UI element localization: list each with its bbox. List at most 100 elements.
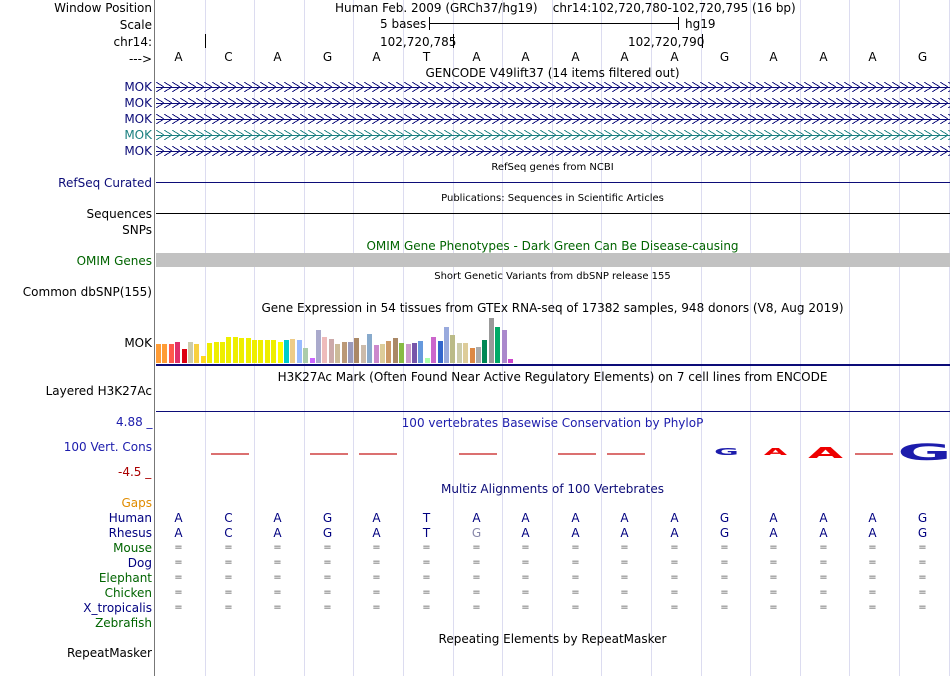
gtex-expression-bar[interactable] [482, 340, 487, 363]
gtex-expression-bar[interactable] [278, 342, 283, 363]
gtex-expression-bar[interactable] [175, 342, 180, 363]
species-label[interactable]: Mouse [113, 541, 152, 555]
gencode-track-label[interactable]: MOK [124, 96, 152, 110]
gtex-expression-bar[interactable] [329, 339, 334, 363]
gtex-expression-bar[interactable] [271, 340, 276, 363]
gtex-expression-bar[interactable] [348, 342, 353, 363]
gtex-expression-bar[interactable] [367, 334, 372, 363]
dbsnp-label[interactable]: Common dbSNP(155) [22, 285, 152, 299]
gtex-expression-bar[interactable] [502, 330, 507, 363]
gtex-expression-bar[interactable] [495, 327, 500, 363]
gridline [849, 0, 850, 676]
gtex-expression-bar[interactable] [316, 330, 321, 363]
refseq-label[interactable]: RefSeq Curated [58, 176, 152, 190]
gencode-track-label[interactable]: MOK [124, 128, 152, 142]
alignment-base: = [273, 587, 282, 598]
gtex-expression-bar[interactable] [412, 343, 417, 363]
species-label[interactable]: Rhesus [108, 526, 152, 540]
alignment-base: = [819, 602, 828, 613]
publications-snps-label[interactable]: SNPs [122, 223, 152, 237]
gtex-expression-bar[interactable] [470, 348, 475, 363]
gtex-expression-bar[interactable] [406, 344, 411, 363]
gtex-expression-bar[interactable] [156, 344, 161, 363]
gencode-track-label[interactable]: MOK [124, 112, 152, 126]
gtex-expression-bar[interactable] [354, 338, 359, 363]
gtex-expression-bar[interactable] [450, 335, 455, 363]
omim-label[interactable]: OMIM Genes [76, 254, 152, 268]
gtex-expression-bar[interactable] [463, 343, 468, 363]
gtex-expression-bar[interactable] [342, 342, 347, 363]
gtex-expression-bar[interactable] [310, 358, 315, 363]
species-label[interactable]: Zebrafish [95, 616, 152, 630]
publications-track-line[interactable] [156, 213, 950, 214]
gtex-expression-bar[interactable] [239, 338, 244, 363]
gencode-transcript-mok[interactable] [156, 114, 950, 124]
gtex-expression-bar[interactable] [182, 349, 187, 363]
gtex-expression-bar[interactable] [188, 342, 193, 363]
gtex-expression-bar[interactable] [214, 342, 219, 363]
alignment-base: = [868, 542, 877, 553]
gtex-expression-bar[interactable] [284, 340, 289, 363]
alignment-base: A [273, 526, 282, 540]
gtex-expression-bar[interactable] [335, 344, 340, 363]
gtex-expression-bar[interactable] [418, 341, 423, 363]
gtex-expression-bar[interactable] [233, 337, 238, 363]
gtex-expression-bar[interactable] [380, 344, 385, 363]
species-label[interactable]: X_tropicalis [83, 601, 152, 615]
gtex-expression-bar[interactable] [303, 348, 308, 363]
gtex-expression-bar[interactable] [322, 337, 327, 363]
species-label[interactable]: Elephant [98, 571, 152, 585]
omim-gene-block[interactable] [156, 253, 950, 267]
publications-sequences-label[interactable]: Sequences [86, 207, 152, 221]
species-label[interactable]: Chicken [104, 586, 152, 600]
gencode-track-label[interactable]: MOK [124, 144, 152, 158]
ruler-base: G [322, 50, 333, 64]
gtex-expression-bar[interactable] [252, 340, 257, 363]
repeatmasker-label[interactable]: RepeatMasker [66, 646, 152, 660]
gtex-expression-bar[interactable] [425, 358, 430, 363]
gtex-expression-bar[interactable] [246, 338, 251, 363]
alignment-base: = [372, 557, 381, 568]
gtex-expression-bar[interactable] [226, 337, 231, 363]
phylop-label[interactable]: 100 Vert. Cons [63, 440, 152, 454]
gtex-expression-bar[interactable] [489, 318, 494, 363]
gencode-transcript-mok[interactable] [156, 146, 950, 156]
gtex-expression-bars[interactable] [156, 316, 950, 363]
gtex-expression-bar[interactable] [444, 327, 449, 363]
gtex-expression-bar[interactable] [438, 341, 443, 363]
gtex-expression-bar[interactable] [399, 343, 404, 363]
gtex-expression-bar[interactable] [258, 340, 263, 363]
refseq-track-line[interactable] [156, 182, 950, 183]
gencode-transcript-mok[interactable] [156, 130, 950, 140]
gtex-expression-bar[interactable] [162, 344, 167, 363]
gencode-transcript-mok[interactable] [156, 82, 950, 92]
gtex-expression-bar[interactable] [374, 345, 379, 363]
gtex-expression-bar[interactable] [508, 359, 513, 363]
gtex-expression-bar[interactable] [386, 341, 391, 363]
h3k27ac-label[interactable]: Layered H3K27Ac [45, 384, 152, 398]
gtex-expression-bar[interactable] [201, 356, 206, 363]
gtex-expression-bar[interactable] [169, 344, 174, 363]
gencode-transcript-mok[interactable] [156, 98, 950, 108]
ruler-base: A [819, 50, 828, 64]
gtex-expression-bar[interactable] [297, 340, 302, 363]
gtex-baseline [156, 364, 950, 366]
alignment-base: A [571, 511, 580, 525]
species-label[interactable]: Dog [127, 556, 152, 570]
gtex-expression-bar[interactable] [265, 340, 270, 363]
species-label[interactable]: Human [108, 511, 152, 525]
gencode-track-label[interactable]: MOK [124, 80, 152, 94]
gtex-expression-bar[interactable] [393, 338, 398, 363]
gtex-expression-bar[interactable] [207, 343, 212, 363]
gtex-expression-bar[interactable] [457, 343, 462, 363]
gtex-expression-bar[interactable] [431, 337, 436, 363]
gtex-label[interactable]: MOK [124, 336, 152, 350]
gtex-expression-bar[interactable] [361, 345, 366, 363]
alignment-base: = [323, 557, 332, 568]
gtex-expression-bar[interactable] [220, 342, 225, 363]
gtex-expression-bar[interactable] [476, 347, 481, 363]
window-position-value[interactable]: Human Feb. 2009 (GRCh37/hg19) chr14:102,… [335, 1, 796, 15]
gtex-expression-bar[interactable] [194, 344, 199, 363]
gtex-expression-bar[interactable] [290, 339, 295, 363]
